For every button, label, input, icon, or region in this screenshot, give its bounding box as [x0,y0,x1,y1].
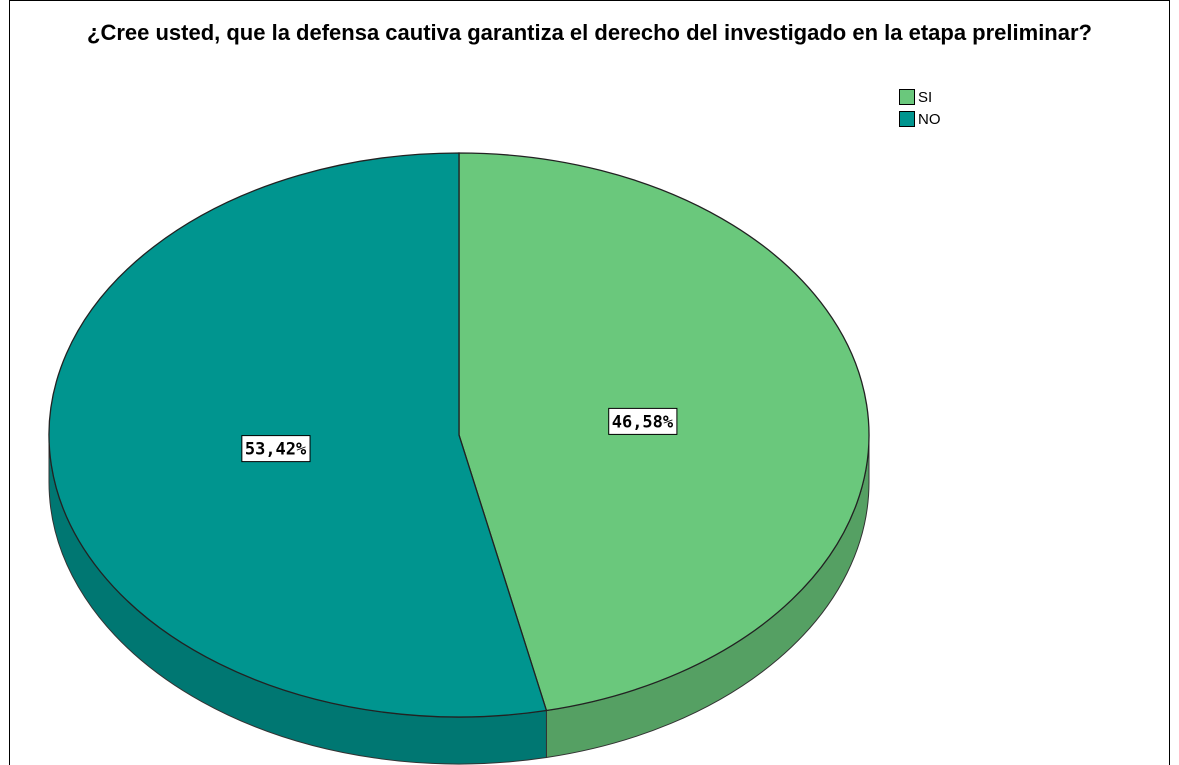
data-label: 53,42% [245,440,307,460]
legend-label: NO [918,111,941,128]
data-label-box [608,407,678,435]
chart-title: ¿Cree usted, que la defensa cautiva gara… [87,20,1092,45]
legend-swatch [899,111,915,127]
frame [9,0,1170,765]
legend-swatch [899,89,915,105]
slice [48,152,548,718]
legend-label: SI [918,89,932,106]
data-label: 46,58% [612,412,674,432]
data-label-box [241,435,311,463]
